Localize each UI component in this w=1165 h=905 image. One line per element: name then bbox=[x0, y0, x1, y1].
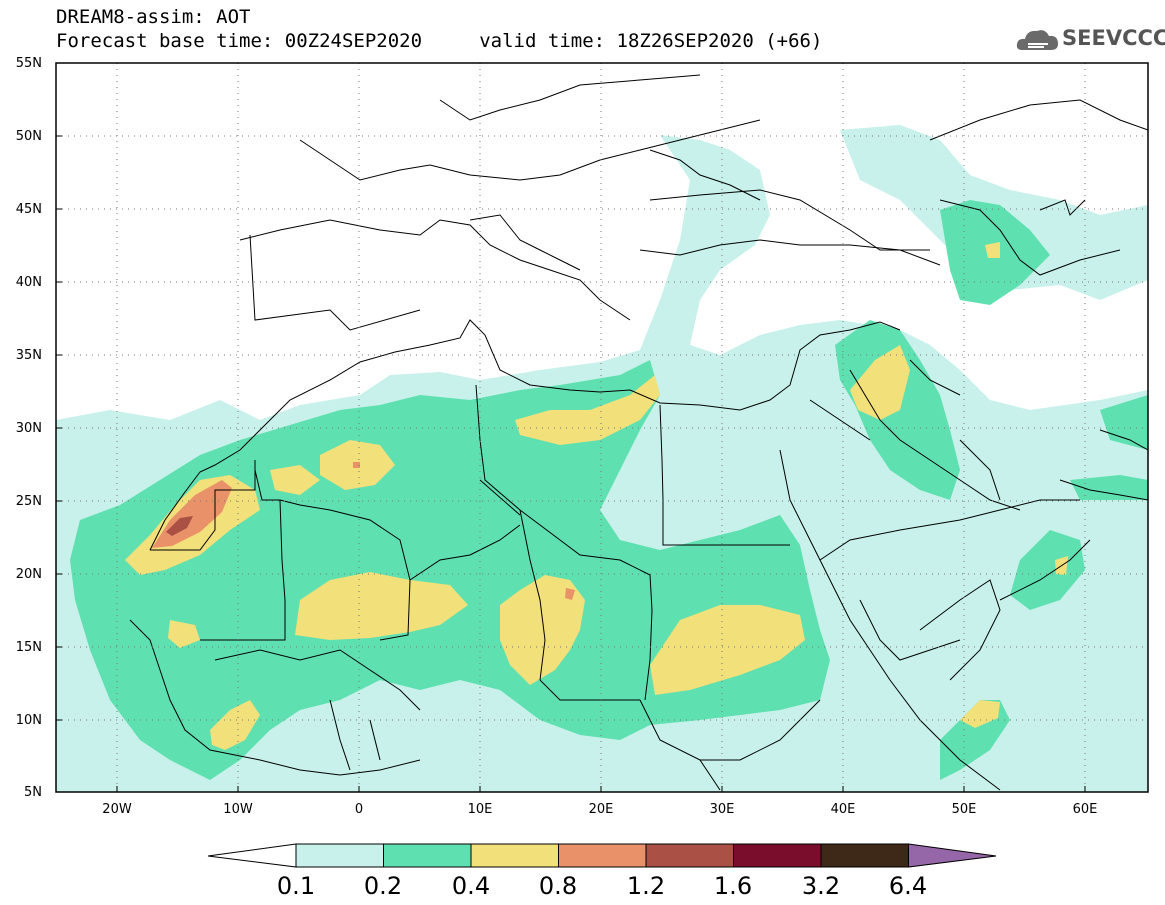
colorbar-segment bbox=[470, 843, 559, 868]
colorbar-label: 0.1 bbox=[276, 872, 316, 900]
colorbar bbox=[207, 843, 997, 868]
colorbar-label: 3.2 bbox=[801, 872, 841, 900]
colorbar-label: 1.6 bbox=[713, 872, 753, 900]
colorbar-label: 1.2 bbox=[626, 872, 666, 900]
colorbar-segment bbox=[383, 843, 472, 868]
colorbar-high-arrow bbox=[908, 843, 997, 868]
lon-label: 10W bbox=[223, 802, 253, 817]
aot-fields bbox=[56, 125, 1148, 792]
lat-label: 30N bbox=[15, 421, 42, 436]
lat-label: 5N bbox=[24, 785, 42, 800]
colorbar-segment bbox=[295, 843, 384, 868]
lat-label: 50N bbox=[15, 129, 42, 144]
colorbar-segment bbox=[558, 843, 647, 868]
forecast-time-line: Forecast base time: 00Z24SEP2020 valid t… bbox=[56, 30, 823, 52]
cloud-icon bbox=[1016, 30, 1058, 50]
colorbar-segment bbox=[820, 843, 909, 868]
map-title: DREAM8-assim: AOT bbox=[56, 6, 251, 28]
lon-label: 60E bbox=[1072, 802, 1098, 817]
lon-label: 20W bbox=[102, 802, 132, 817]
colorbar-label: 6.4 bbox=[888, 872, 928, 900]
lat-label: 25N bbox=[15, 494, 42, 509]
lon-label: 40E bbox=[830, 802, 856, 817]
lon-label: 50E bbox=[951, 802, 977, 817]
colorbar-segment bbox=[645, 843, 734, 868]
aot-level-3 bbox=[125, 242, 1068, 750]
lon-label: 10E bbox=[467, 802, 493, 817]
colorbar-label: 0.2 bbox=[363, 872, 403, 900]
aot-level-5 bbox=[166, 516, 193, 536]
lon-label: 20E bbox=[588, 802, 614, 817]
lat-label: 55N bbox=[15, 56, 42, 71]
lat-label: 45N bbox=[15, 202, 42, 217]
country-borders bbox=[129, 74, 1148, 791]
logo-text: SEEVCCC bbox=[1062, 26, 1165, 50]
colorbar-segment bbox=[733, 843, 822, 868]
lat-label: 35N bbox=[15, 348, 42, 363]
lat-label: 15N bbox=[15, 640, 42, 655]
lon-label: 30E bbox=[709, 802, 735, 817]
colorbar-label: 0.8 bbox=[538, 872, 578, 900]
colorbar-label: 0.4 bbox=[451, 872, 491, 900]
lon-label: 0 bbox=[354, 802, 364, 817]
colorbar-low-arrow bbox=[207, 843, 297, 868]
axis-ticks bbox=[56, 62, 1086, 793]
lat-label: 40N bbox=[15, 275, 42, 290]
lat-label: 20N bbox=[15, 567, 42, 582]
lat-label: 10N bbox=[15, 713, 42, 728]
grid-lines bbox=[56, 63, 1148, 792]
